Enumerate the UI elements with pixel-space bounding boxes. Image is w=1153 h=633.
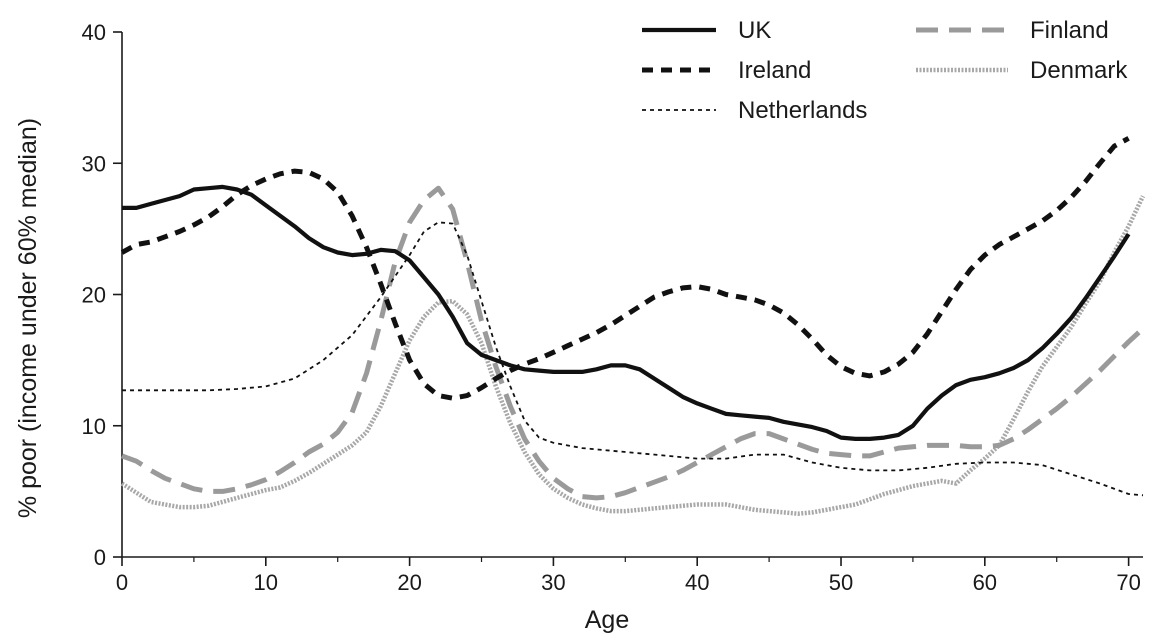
x-axis-title: Age	[585, 606, 629, 633]
y-axis-title: % poor (income under 60% median)	[14, 118, 42, 518]
legend-label-uk: UK	[738, 17, 771, 44]
y-tick-label: 40	[82, 20, 106, 45]
x-tick-label: 50	[829, 570, 853, 595]
x-tick-label: 60	[973, 570, 997, 595]
axes	[121, 32, 1143, 558]
series-layer	[120, 136, 1146, 516]
series-line-uk	[122, 184, 1131, 441]
x-tick-label: 40	[685, 570, 709, 595]
legend: UK Ireland Netherlands Finland Denmark	[642, 17, 1128, 124]
series-line-denmark	[120, 195, 1146, 516]
y-tick-label: 30	[82, 151, 106, 176]
series-line-finland	[121, 185, 1145, 501]
x-tick-label: 0	[116, 570, 128, 595]
legend-label-finland: Finland	[1030, 17, 1109, 44]
y-tick-label: 10	[82, 414, 106, 439]
legend-label-ireland: Ireland	[738, 57, 811, 84]
legend-label-denmark: Denmark	[1030, 57, 1128, 84]
legend-label-netherlands: Netherlands	[738, 97, 867, 124]
ticks: 0 10 20 30 40 0 10 20 30 40 50 60 70	[82, 20, 1141, 595]
x-tick-label: 20	[397, 570, 421, 595]
series-line-ireland	[120, 136, 1130, 401]
x-tick-label: 30	[541, 570, 565, 595]
y-tick-label: 0	[94, 545, 106, 570]
series-line-netherlands	[122, 221, 1144, 497]
x-tick-label: 10	[254, 570, 278, 595]
y-tick-label: 20	[82, 283, 106, 308]
x-tick-label: 70	[1116, 570, 1140, 595]
